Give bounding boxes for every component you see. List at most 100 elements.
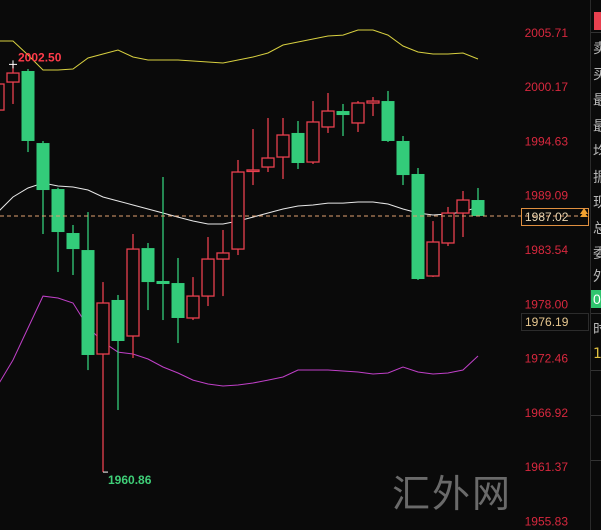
watermark-logo: 汇外网 [392, 472, 513, 516]
y-tick-label: 1966.92 [525, 406, 569, 420]
candle-body-up [441, 212, 455, 244]
divider [591, 415, 601, 416]
y-tick-label: 1955.83 [525, 514, 569, 528]
extreme-markers [9, 60, 108, 473]
cursor-price-box: 1976.19 [521, 313, 589, 331]
candle [276, 117, 290, 179]
candle-body-up [351, 102, 365, 124]
candle-body-up [96, 302, 110, 355]
y-tick-label: 2005.71 [525, 26, 569, 40]
candle [306, 101, 320, 164]
candle-body-down [156, 280, 170, 285]
candle [0, 83, 5, 111]
candle [6, 64, 20, 104]
panel-badge: 0 [591, 290, 601, 308]
candle-body-down [396, 140, 410, 176]
candle-body-down [381, 101, 395, 141]
y-tick-label: 1972.46 [525, 352, 569, 366]
candle-body-down [141, 248, 155, 283]
panel-row-total: 总 [593, 218, 601, 238]
candle-body-up [186, 295, 200, 319]
divider [591, 460, 601, 461]
candle-body-down [21, 70, 35, 141]
candle [186, 277, 200, 321]
panel-row-outer: 外 [593, 266, 601, 286]
panel-row-amplitude: 振 [593, 167, 601, 187]
candle [411, 168, 425, 281]
candle [381, 90, 395, 142]
panel-value: 1 [593, 346, 601, 362]
panel-row-high: 最 [593, 90, 601, 110]
candle [261, 117, 275, 173]
candle-body-down [171, 283, 185, 318]
candle-body-down [411, 173, 425, 280]
candle [81, 212, 95, 371]
high-price-label: 2002.50 [18, 50, 62, 64]
y-tick-label: 1961.37 [525, 460, 569, 474]
candle-body-down [291, 132, 305, 164]
candle-body-up [0, 83, 5, 111]
candle [171, 257, 185, 344]
candle-body-up [321, 110, 335, 128]
candle [66, 224, 80, 276]
candle [366, 97, 380, 117]
price-axis: 2005.71 2000.17 1994.63 1989.09 1983.54 1978.… [525, 26, 569, 528]
candle [201, 237, 215, 307]
candle-body-up [126, 248, 140, 337]
last-price-arrow-icon [580, 207, 588, 217]
candle [231, 159, 245, 256]
candle [321, 93, 335, 133]
candle-body-down [336, 111, 350, 116]
y-tick-label: 1983.54 [525, 243, 569, 257]
y-tick-label: 1989.09 [525, 189, 569, 203]
candle-body-up [276, 134, 290, 158]
panel-time-label: 时 [593, 319, 601, 339]
candle-body-up [231, 171, 245, 250]
candle [126, 233, 140, 359]
candle [471, 187, 485, 216]
panel-row-low: 最 [593, 116, 601, 136]
candle-body-up [366, 100, 380, 104]
candle-body-down [36, 143, 50, 191]
y-tick-label: 2000.17 [525, 80, 569, 94]
price-flag [594, 12, 601, 30]
last-price-box: 1987.02 [521, 207, 589, 226]
candle [336, 103, 350, 136]
divider [591, 370, 601, 371]
candle [351, 101, 365, 132]
candle-body-up [261, 157, 275, 168]
candle [441, 206, 455, 247]
candle [216, 229, 230, 297]
candle [141, 242, 155, 311]
candle-body-up [6, 72, 20, 83]
candle-body-down [111, 299, 125, 341]
candle [291, 121, 305, 169]
candle-body-up [246, 169, 260, 173]
low-price-label: 1960.86 [108, 473, 152, 487]
panel-row-buy: 买 [593, 64, 601, 84]
panel-row-sell: 卖 [593, 38, 601, 58]
candle [396, 135, 410, 186]
panel-row-current: 现 [593, 192, 601, 212]
candle [246, 129, 260, 186]
lower-band-line [0, 295, 479, 387]
candle-body-down [66, 233, 80, 250]
divider [591, 32, 601, 33]
candle-body-down [81, 250, 95, 355]
y-tick-label: 1978.00 [525, 297, 569, 311]
candle [111, 294, 125, 411]
panel-row-order: 委 [593, 243, 601, 263]
y-tick-label: 1994.63 [525, 134, 569, 148]
candle [51, 187, 65, 272]
candle [96, 282, 110, 473]
upper-band-line [0, 29, 479, 71]
quote-side-panel: 卖 买 最 最 均 振 现 总 委 外 0 时 1 [590, 0, 601, 530]
divider [591, 313, 601, 314]
candle-body-up [456, 199, 470, 214]
candle-body-up [426, 241, 440, 277]
candle-body-up [306, 121, 320, 163]
candle [36, 140, 50, 234]
candle-body-down [471, 200, 485, 216]
candle-body-up [216, 252, 230, 260]
